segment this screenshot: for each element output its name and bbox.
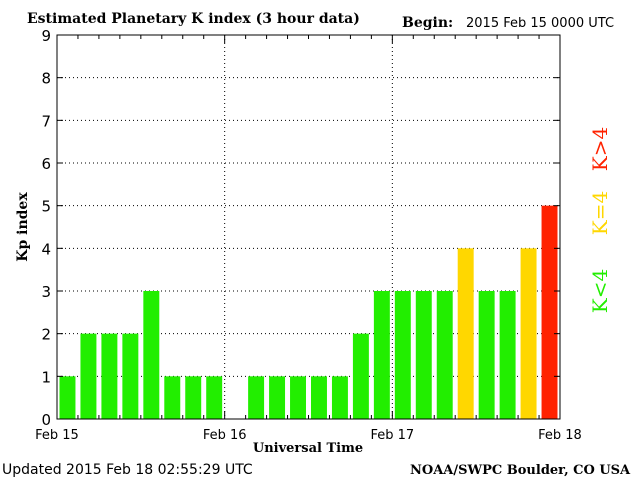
kp-bar bbox=[394, 291, 411, 419]
legend-high: K>4 bbox=[588, 127, 612, 171]
x-axis-label: Universal Time bbox=[253, 441, 363, 456]
y-tick-label: 5 bbox=[41, 198, 51, 216]
y-tick-label: 2 bbox=[41, 326, 51, 344]
x-tick-label: Feb 17 bbox=[370, 428, 414, 443]
y-tick-label: 3 bbox=[41, 283, 51, 301]
y-tick-label: 7 bbox=[41, 112, 51, 130]
kp-bar bbox=[143, 291, 160, 419]
kp-bar bbox=[290, 376, 306, 419]
kp-bar bbox=[59, 376, 76, 419]
x-axis-ticks: Feb 15 Feb 16 Feb 17 Feb 18 bbox=[35, 35, 582, 443]
credit-label: NOAA/SWPC Boulder, CO USA bbox=[410, 463, 631, 478]
kp-bar bbox=[206, 376, 223, 419]
kp-bar bbox=[248, 376, 265, 419]
y-axis-ticks: 0 1 2 3 4 5 6 7 8 9 bbox=[41, 27, 560, 429]
kp-bar bbox=[269, 376, 286, 419]
kp-bar bbox=[478, 291, 495, 419]
y-tick-label: 0 bbox=[41, 411, 51, 429]
grid-lines bbox=[57, 35, 560, 419]
legend-mid: K=4 bbox=[588, 191, 612, 235]
y-tick-label: 4 bbox=[41, 240, 51, 258]
x-tick-label: Feb 16 bbox=[203, 428, 247, 443]
begin-label: Begin: bbox=[402, 15, 453, 31]
x-tick-label: Feb 15 bbox=[35, 428, 79, 443]
kp-bar bbox=[101, 333, 118, 419]
y-tick-label: 8 bbox=[41, 70, 51, 88]
legend-low: K<4 bbox=[588, 269, 612, 313]
kp-bar bbox=[311, 376, 327, 419]
kp-bar bbox=[122, 333, 139, 419]
kp-bar bbox=[415, 291, 432, 419]
kp-bar bbox=[499, 291, 516, 419]
y-tick-label: 9 bbox=[41, 27, 51, 45]
begin-value: 2015 Feb 15 0000 UTC bbox=[466, 16, 614, 31]
kp-bar bbox=[457, 248, 474, 419]
chart-title: Estimated Planetary K index (3 hour data… bbox=[27, 11, 360, 27]
y-tick-label: 6 bbox=[41, 155, 51, 173]
x-tick-label: Feb 18 bbox=[538, 428, 582, 443]
y-tick-label: 1 bbox=[41, 368, 51, 386]
kp-bar bbox=[520, 248, 537, 419]
kp-bar bbox=[331, 376, 348, 419]
kp-bar bbox=[373, 291, 390, 419]
kp-bar bbox=[164, 376, 181, 419]
kp-bar bbox=[80, 333, 97, 419]
kp-bar bbox=[436, 291, 453, 419]
kp-bar bbox=[185, 376, 202, 419]
kp-bar bbox=[352, 333, 369, 419]
updated-timestamp: Updated 2015 Feb 18 02:55:29 UTC bbox=[2, 462, 253, 478]
kp-bar bbox=[541, 205, 558, 419]
bars bbox=[59, 205, 558, 419]
y-axis-label: Kp index bbox=[15, 192, 31, 262]
